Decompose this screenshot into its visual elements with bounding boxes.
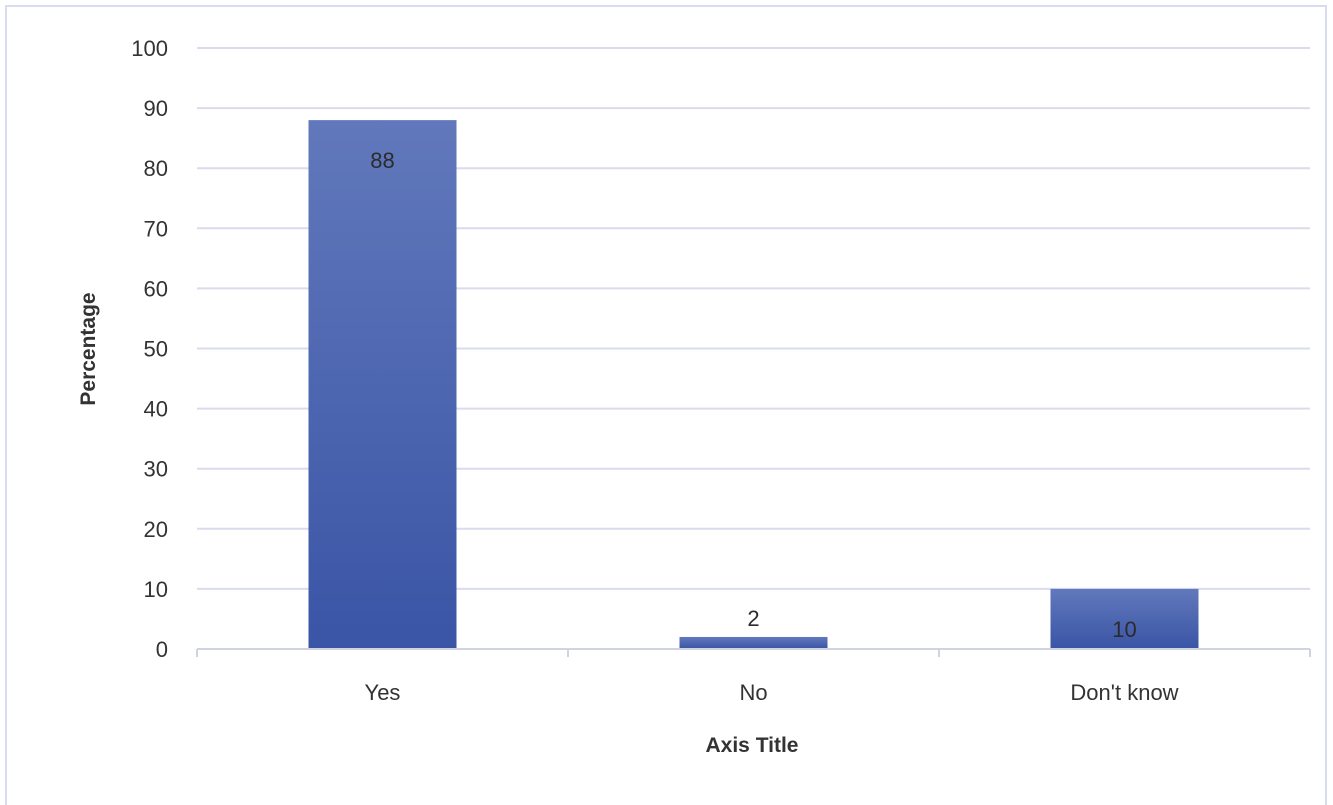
x-tick-label: Don't know bbox=[1070, 680, 1178, 705]
y-tick-label: 90 bbox=[144, 96, 168, 121]
y-tick-label: 60 bbox=[144, 276, 168, 301]
y-tick-label: 30 bbox=[144, 457, 168, 482]
chart-frame bbox=[5, 5, 1327, 805]
bar bbox=[308, 120, 457, 650]
y-tick-label: 0 bbox=[156, 637, 168, 662]
data-labels: 88 2 10 bbox=[370, 148, 1136, 642]
y-tick-label: 70 bbox=[144, 216, 168, 241]
y-tick-label: 100 bbox=[131, 36, 168, 61]
y-tick-label: 80 bbox=[144, 156, 168, 181]
x-axis bbox=[196, 648, 1311, 657]
bar bbox=[1050, 588, 1199, 649]
y-axis-ticks: 0 10 20 30 40 50 60 70 80 90 100 bbox=[131, 36, 168, 662]
data-label: 2 bbox=[747, 606, 759, 631]
x-tick-label: Yes bbox=[365, 680, 401, 705]
x-axis-title: Axis Title bbox=[706, 734, 799, 757]
x-tick-label: No bbox=[739, 680, 767, 705]
bar bbox=[679, 636, 828, 649]
y-tick-label: 40 bbox=[144, 397, 168, 422]
y-tick-label: 50 bbox=[144, 337, 168, 362]
y-axis-title: Percentage bbox=[77, 292, 100, 405]
y-tick-label: 10 bbox=[144, 577, 168, 602]
y-tick-label: 20 bbox=[144, 517, 168, 542]
data-label: 88 bbox=[370, 148, 394, 173]
x-axis-ticks: Yes No Don't know bbox=[365, 680, 1179, 705]
bars bbox=[308, 120, 1199, 650]
data-label: 10 bbox=[1112, 617, 1136, 642]
